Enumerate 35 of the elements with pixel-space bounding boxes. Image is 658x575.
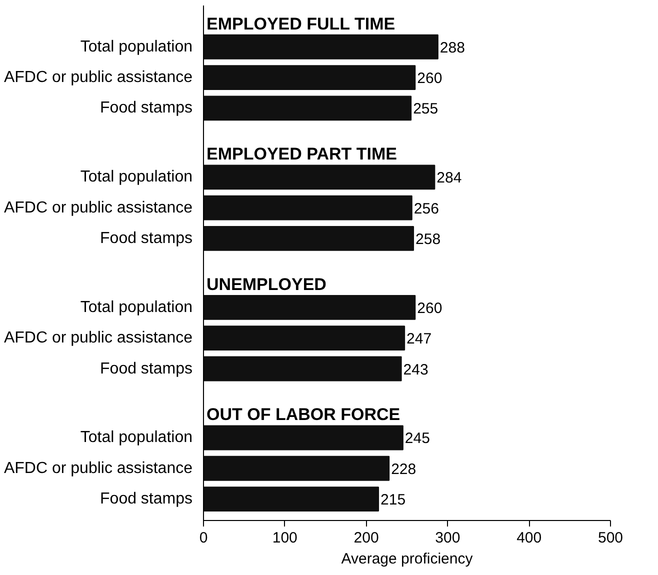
- data-label: 260: [417, 70, 442, 88]
- x-axis-title: Average proficiency: [341, 550, 474, 568]
- y-tick-label: Food stamps: [100, 100, 192, 117]
- x-tick-label: 200: [354, 530, 379, 546]
- y-tick-label: Food stamps: [100, 490, 192, 508]
- data-label: 245: [404, 430, 430, 448]
- y-tick-label: Total population: [80, 38, 193, 56]
- annotation: EMPLOYED FULL TIME: [206, 14, 396, 34]
- data-label: 258: [416, 230, 441, 248]
- y-tick-label: AFDC or public assistance: [4, 330, 193, 347]
- x-tick-label: 100: [272, 530, 298, 546]
- data-label: 243: [403, 361, 428, 378]
- y-tick-label: Total population: [80, 298, 193, 316]
- y-tick-label: Food stamps: [100, 230, 192, 247]
- data-label: 288: [440, 39, 465, 56]
- data-label: 255: [413, 100, 438, 118]
- data-label: 228: [391, 460, 416, 478]
- data-label: 256: [414, 200, 439, 218]
- x-tick-label: 0: [199, 530, 208, 546]
- data-label: 260: [417, 300, 442, 317]
- y-tick-label: AFDC or public assistance: [4, 460, 193, 477]
- x-tick-label: 400: [516, 530, 542, 546]
- annotation: UNEMPLOYED: [206, 274, 326, 294]
- data-label: 247: [406, 330, 432, 348]
- annotation: OUT OF LABOR FORCE: [206, 405, 400, 424]
- y-tick-label: Food stamps: [100, 360, 192, 378]
- data-label: 215: [380, 492, 406, 509]
- x-tick-label: 300: [435, 530, 460, 546]
- annotation: EMPLOYED PART TIME: [206, 144, 397, 164]
- y-tick-label: AFDC or public assistance: [4, 69, 193, 86]
- y-tick-label: AFDC or public assistance: [4, 199, 193, 216]
- x-tick-label: 500: [598, 530, 624, 546]
- y-tick-label: Total population: [80, 168, 193, 186]
- data-label: 284: [436, 170, 462, 187]
- y-tick-label: Total population: [80, 429, 193, 446]
